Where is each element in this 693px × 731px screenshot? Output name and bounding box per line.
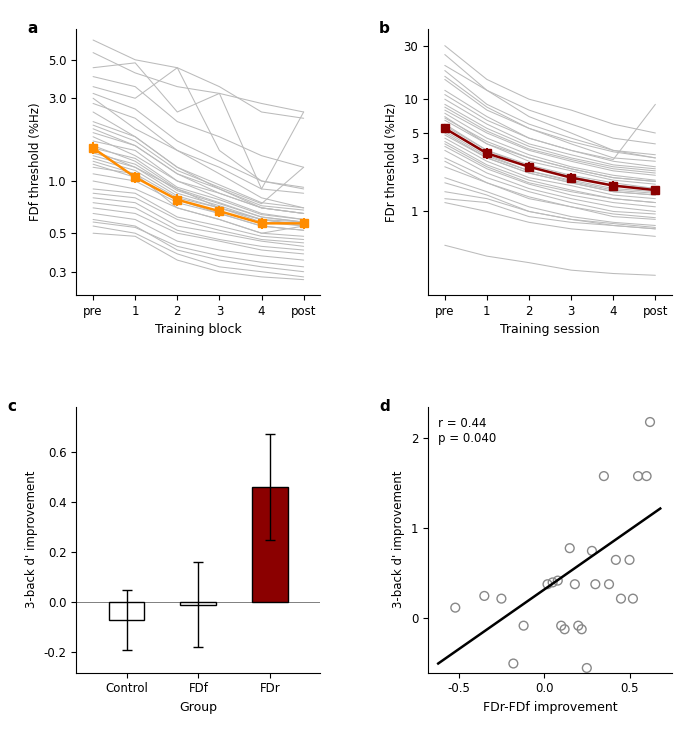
Point [586,545,597,557]
Bar [252,487,288,602]
Point [633,470,644,482]
Point [542,578,553,590]
Point [598,470,609,482]
Point [552,575,563,586]
Point [518,620,529,632]
Point [564,542,575,554]
Point [576,624,587,635]
X-axis label: FDr-FDf improvement: FDr-FDf improvement [483,701,617,713]
Point [570,578,581,590]
Point [627,593,638,605]
Bar [180,602,216,605]
Y-axis label: 3-back d' improvement: 3-back d' improvement [25,471,38,608]
Point [641,470,652,482]
Text: b: b [379,21,390,37]
Point [479,590,490,602]
Point [624,554,635,566]
X-axis label: Training block: Training block [155,323,242,336]
Point [590,578,601,590]
Point [615,593,626,605]
Bar [109,602,144,620]
Point [556,620,567,632]
X-axis label: Group: Group [179,701,218,713]
X-axis label: Training session: Training session [500,323,600,336]
Text: r = 0.44
p = 0.040: r = 0.44 p = 0.040 [438,417,496,445]
Point [508,658,519,670]
Y-axis label: 3-back d' improvement: 3-back d' improvement [392,471,405,608]
Point [496,593,507,605]
Point [559,624,570,635]
Point [450,602,461,613]
Y-axis label: FDf threshold (%Hz): FDf threshold (%Hz) [29,103,42,221]
Point [572,620,584,632]
Point [611,554,622,566]
Text: a: a [28,21,37,37]
Point [581,662,593,674]
Text: d: d [379,398,390,414]
Text: c: c [8,398,17,414]
Point [604,578,615,590]
Point [644,416,656,428]
Y-axis label: FDr threshold (%Hz): FDr threshold (%Hz) [385,102,398,222]
Point [547,577,558,588]
